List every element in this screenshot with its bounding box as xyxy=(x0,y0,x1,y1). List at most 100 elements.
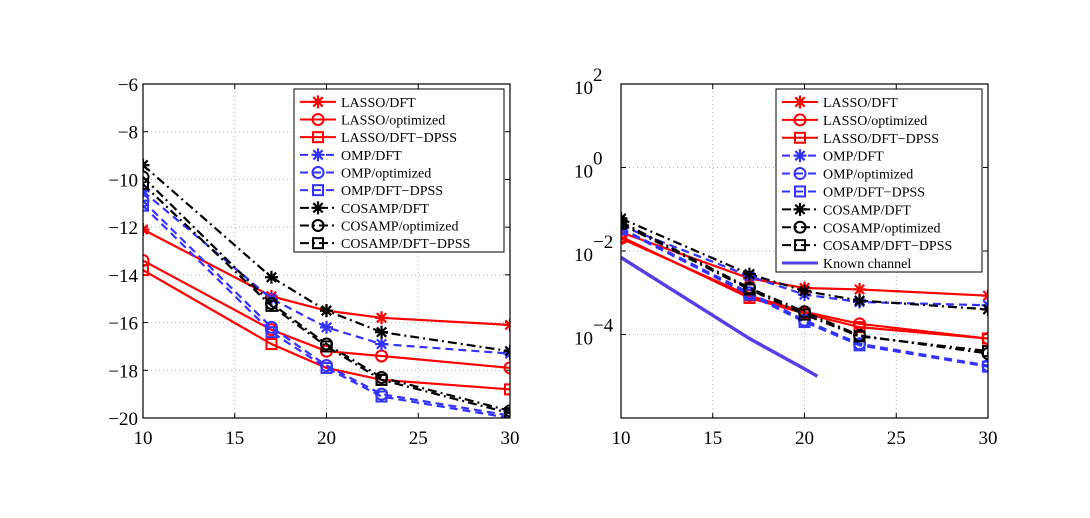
chart-panel-2: 10 15 20 25 3010−410−2100102LASSO/DFTLASSO/o… xyxy=(574,65,998,449)
legend-label: OMP/optimized xyxy=(341,167,431,182)
y-tick-exponent: −2 xyxy=(593,232,613,253)
data-point xyxy=(982,332,988,345)
y-tick-exponent: −4 xyxy=(593,316,614,337)
legend-marker xyxy=(311,201,325,215)
data-point xyxy=(504,407,510,418)
legend-label: LASSO/DFT xyxy=(341,96,416,111)
data-point xyxy=(503,361,510,375)
legend-marker xyxy=(311,95,325,109)
legend-marker xyxy=(793,95,807,109)
legend-label: OMP/optimized xyxy=(823,168,913,183)
series-10 xyxy=(621,255,819,378)
x-tick-label: 30 xyxy=(979,428,998,449)
legend-label: COSAMP/DFT−DPSS xyxy=(823,239,952,254)
data-point xyxy=(143,170,150,184)
legend-label: OMP/DFT xyxy=(823,150,884,165)
series-line xyxy=(143,183,510,415)
x-tick-label: 30 xyxy=(501,428,520,449)
legend-marker xyxy=(311,148,325,162)
y-tick-label: −10 xyxy=(108,170,138,191)
legend-label: LASSO/DFT−DPSS xyxy=(823,132,939,147)
legend-entry: Known channel xyxy=(782,257,911,272)
legend-entry: LASSO/optimized xyxy=(782,113,927,129)
data-point xyxy=(143,178,149,191)
series-line xyxy=(143,176,510,412)
series-7 xyxy=(143,158,510,358)
legend-entry: COSAMP/optimized xyxy=(782,220,940,236)
data-point xyxy=(853,330,866,343)
data-point xyxy=(853,294,867,308)
legend-marker xyxy=(793,149,807,163)
legend: LASSO/DFT LASSO/optimized LASSO/DFT−DPSS OM… xyxy=(293,88,505,253)
y-tick-exponent: 2 xyxy=(593,65,603,86)
legend-label: Known channel xyxy=(823,257,911,272)
legend-entry: LASSO/DFT xyxy=(782,95,898,111)
data-point xyxy=(375,390,388,403)
series-line xyxy=(143,269,510,391)
data-point xyxy=(265,299,278,312)
y-tick-label: 10 xyxy=(574,329,593,350)
x-tick-label: 15 xyxy=(703,428,722,449)
data-point xyxy=(621,230,627,243)
legend-entry: OMP/DFT−DPSS xyxy=(782,185,925,200)
data-point xyxy=(264,270,278,284)
legend-entry: OMP/DFT−DPSS xyxy=(300,184,443,199)
legend-entry: COSAMP/DFT−DPSS xyxy=(782,239,952,254)
data-point xyxy=(982,345,988,358)
x-tick-label: 10 xyxy=(612,428,631,449)
series-4 xyxy=(143,184,510,361)
data-point xyxy=(320,320,333,334)
data-point xyxy=(743,283,756,296)
chart-panel-1: 10 15 20 25 30 −20 −18 −16 −14 −12 −10 −8 −6 LASSO/DF… xyxy=(108,75,519,449)
y-tick-label: 10 xyxy=(574,78,593,99)
series-9 xyxy=(143,178,510,418)
data-point xyxy=(143,254,150,268)
legend-marker xyxy=(793,167,807,181)
legend-marker xyxy=(794,185,806,198)
legend-entry: COSAMP/optimized xyxy=(300,219,458,235)
legend-entry: COSAMP/DFT xyxy=(300,201,429,217)
data-point xyxy=(798,308,811,321)
legend-marker xyxy=(311,113,325,126)
data-point xyxy=(982,360,988,373)
data-point xyxy=(375,325,389,339)
legend: LASSO/DFT LASSO/optimized LASSO/DFT−DPSS OM… xyxy=(775,88,983,273)
legend-label: COSAMP/DFT xyxy=(341,202,429,217)
legend-entry: OMP/optimized xyxy=(300,166,431,182)
y-tick-label: 10 xyxy=(574,162,593,183)
data-point xyxy=(265,338,278,351)
series-line xyxy=(621,227,988,367)
data-point xyxy=(265,326,278,339)
legend-marker xyxy=(312,131,324,144)
legend-label: LASSO/DFT xyxy=(823,96,898,111)
legend-label: LASSO/DFT−DPSS xyxy=(341,131,457,146)
series-9 xyxy=(621,217,988,358)
data-point xyxy=(320,304,333,318)
x-tick-label: 25 xyxy=(887,428,906,449)
data-point xyxy=(853,282,867,296)
x-tick-label: 15 xyxy=(225,428,244,449)
legend-label: OMP/DFT−DPSS xyxy=(823,185,925,200)
series-line xyxy=(143,200,510,417)
legend-label: COSAMP/optimized xyxy=(341,220,458,235)
data-point xyxy=(320,340,333,353)
legend-entry: LASSO/optimized xyxy=(300,113,445,129)
x-tick-label: 25 xyxy=(409,428,428,449)
legend-marker xyxy=(312,184,324,197)
y-tick-exponent: 0 xyxy=(593,149,603,170)
data-point xyxy=(320,361,333,374)
legend-label: LASSO/optimized xyxy=(823,114,927,129)
series-line xyxy=(143,204,510,418)
legend-label: COSAMP/DFT−DPSS xyxy=(341,237,470,252)
y-tick-label: −8 xyxy=(118,123,138,144)
plot-area xyxy=(621,212,988,378)
data-point xyxy=(375,337,389,351)
legend-label: LASSO/optimized xyxy=(341,114,445,129)
legend-box xyxy=(293,88,505,253)
legend-marker xyxy=(793,202,807,216)
series-line xyxy=(621,228,988,368)
data-point xyxy=(798,284,811,298)
legend-entry: OMP/DFT xyxy=(300,148,402,164)
y-tick-label: −6 xyxy=(118,75,138,96)
legend-entry: COSAMP/DFT xyxy=(782,202,911,218)
